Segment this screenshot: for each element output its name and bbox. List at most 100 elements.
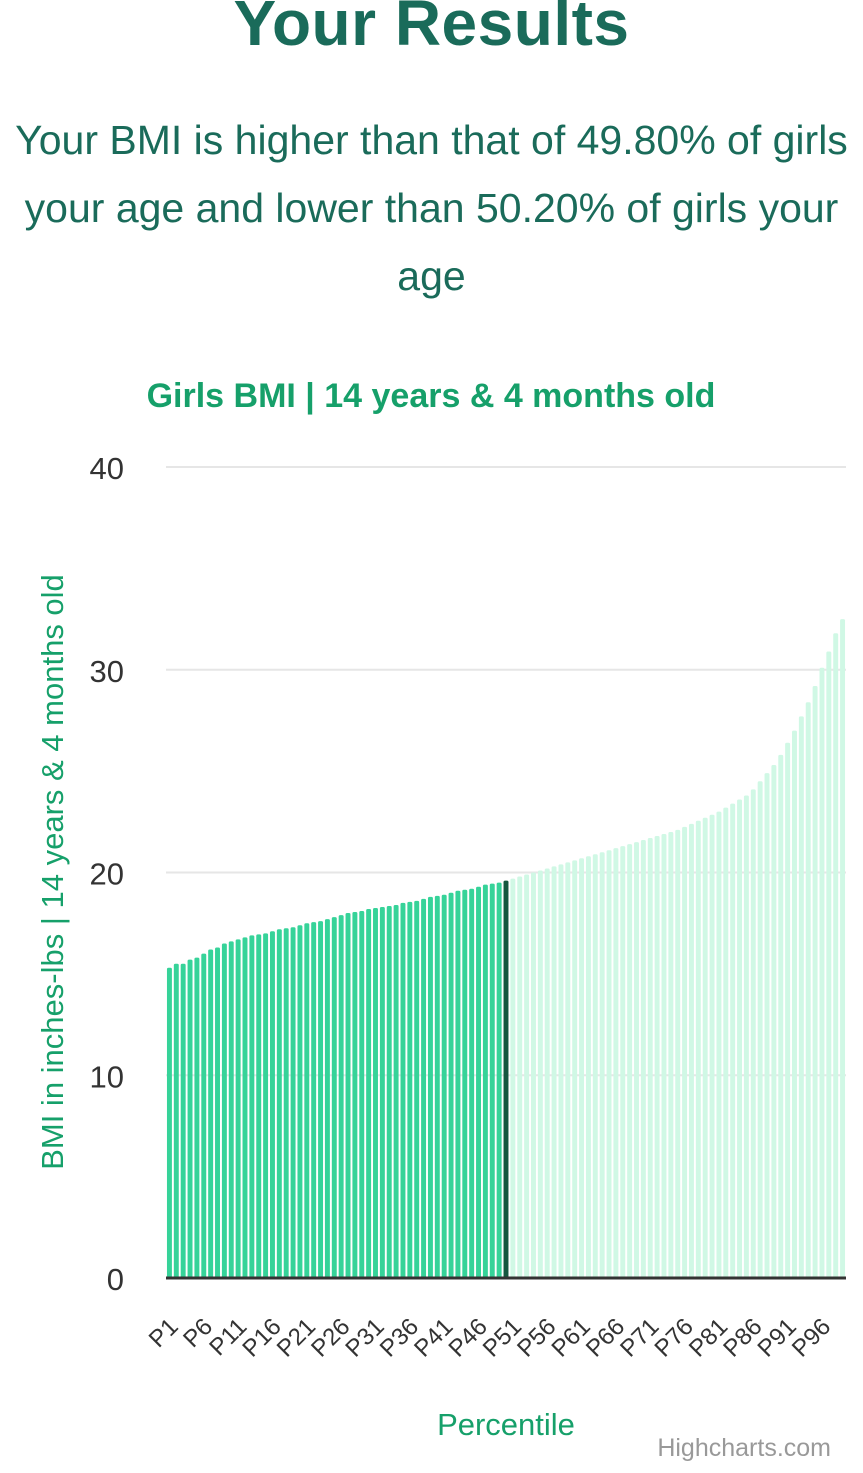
bar-p25[interactable] bbox=[331, 917, 337, 1278]
bar-p98[interactable] bbox=[833, 633, 839, 1278]
bar-p15[interactable] bbox=[263, 933, 269, 1278]
bar-p24[interactable] bbox=[324, 919, 330, 1278]
bar-p5[interactable] bbox=[194, 957, 200, 1278]
bar-p32[interactable] bbox=[379, 906, 385, 1278]
bar-p13[interactable] bbox=[249, 935, 255, 1278]
bar-p71[interactable] bbox=[647, 838, 653, 1278]
bar-p59[interactable] bbox=[565, 862, 571, 1278]
highcharts-credit[interactable]: Highcharts.com bbox=[657, 1434, 831, 1462]
bar-p3[interactable] bbox=[180, 963, 186, 1278]
bar-p60[interactable] bbox=[572, 860, 578, 1278]
bar-p44[interactable] bbox=[462, 889, 468, 1278]
bar-p99[interactable] bbox=[840, 619, 846, 1278]
bar-p90[interactable] bbox=[778, 754, 784, 1278]
bar-p29[interactable] bbox=[359, 911, 365, 1278]
bar-p16[interactable] bbox=[269, 931, 275, 1278]
bar-p6[interactable] bbox=[201, 953, 207, 1278]
bar-p79[interactable] bbox=[702, 817, 708, 1278]
bar-p21[interactable] bbox=[304, 923, 310, 1278]
bar-p51[interactable] bbox=[510, 878, 516, 1278]
bar-p63[interactable] bbox=[592, 854, 598, 1278]
bar-p9[interactable] bbox=[221, 943, 227, 1278]
bar-p65[interactable] bbox=[606, 850, 612, 1278]
bar-p77[interactable] bbox=[688, 823, 694, 1278]
bar-p82[interactable] bbox=[723, 807, 729, 1278]
bar-p18[interactable] bbox=[283, 928, 289, 1278]
bar-p42[interactable] bbox=[448, 892, 454, 1278]
bar-p58[interactable] bbox=[558, 864, 564, 1278]
bar-p49[interactable] bbox=[496, 882, 502, 1278]
bar-p96[interactable] bbox=[819, 667, 825, 1278]
bar-p55[interactable] bbox=[537, 870, 543, 1278]
bar-p23[interactable] bbox=[318, 921, 324, 1278]
bar-p37[interactable] bbox=[414, 900, 420, 1278]
bar-p7[interactable] bbox=[208, 949, 214, 1278]
bar-p39[interactable] bbox=[427, 896, 433, 1278]
bar-p97[interactable] bbox=[826, 651, 832, 1278]
bar-p50[interactable] bbox=[503, 880, 509, 1278]
bar-p89[interactable] bbox=[771, 765, 777, 1278]
bar-p70[interactable] bbox=[640, 840, 646, 1278]
bar-p14[interactable] bbox=[256, 934, 262, 1278]
bar-p81[interactable] bbox=[716, 811, 722, 1278]
bar-p95[interactable] bbox=[812, 685, 818, 1278]
bar-p35[interactable] bbox=[400, 902, 406, 1278]
bar-p40[interactable] bbox=[434, 895, 440, 1278]
bar-p1[interactable] bbox=[166, 967, 172, 1278]
bar-p48[interactable] bbox=[489, 883, 495, 1278]
bar-p75[interactable] bbox=[675, 829, 681, 1278]
bar-p8[interactable] bbox=[215, 947, 220, 1278]
bar-p68[interactable] bbox=[627, 844, 633, 1278]
bar-p46[interactable] bbox=[476, 886, 481, 1278]
bar-p28[interactable] bbox=[352, 912, 358, 1278]
bar-p10[interactable] bbox=[228, 941, 234, 1278]
bar-p80[interactable] bbox=[709, 814, 715, 1278]
bar-p19[interactable] bbox=[290, 927, 296, 1278]
bar-p88[interactable] bbox=[764, 773, 770, 1278]
bar-p62[interactable] bbox=[585, 856, 591, 1278]
bar-p93[interactable] bbox=[798, 716, 804, 1278]
bar-p67[interactable] bbox=[620, 846, 626, 1278]
bar-p17[interactable] bbox=[276, 929, 282, 1278]
bar-p85[interactable] bbox=[743, 795, 749, 1278]
bar-p11[interactable] bbox=[235, 939, 241, 1278]
bar-p47[interactable] bbox=[482, 884, 488, 1278]
bar-p53[interactable] bbox=[524, 874, 530, 1278]
bar-p64[interactable] bbox=[599, 852, 605, 1278]
bar-p86[interactable] bbox=[750, 789, 756, 1278]
bar-p91[interactable] bbox=[785, 742, 791, 1278]
bar-p83[interactable] bbox=[730, 803, 736, 1278]
bar-p20[interactable] bbox=[297, 925, 303, 1278]
bar-p26[interactable] bbox=[338, 915, 344, 1278]
bar-p30[interactable] bbox=[366, 908, 372, 1278]
bar-p66[interactable] bbox=[613, 848, 619, 1278]
bar-p27[interactable] bbox=[345, 913, 351, 1278]
bar-p76[interactable] bbox=[682, 826, 688, 1278]
bar-p41[interactable] bbox=[441, 894, 447, 1278]
bar-p31[interactable] bbox=[373, 907, 378, 1278]
bar-p43[interactable] bbox=[455, 890, 461, 1278]
bar-p38[interactable] bbox=[421, 898, 427, 1278]
bar-p12[interactable] bbox=[242, 937, 248, 1278]
bar-p73[interactable] bbox=[661, 833, 667, 1278]
bar-p36[interactable] bbox=[407, 901, 413, 1278]
bar-p52[interactable] bbox=[517, 876, 523, 1278]
bar-p54[interactable] bbox=[531, 872, 536, 1279]
bar-p92[interactable] bbox=[792, 730, 797, 1278]
bar-p57[interactable] bbox=[551, 866, 557, 1278]
bar-p61[interactable] bbox=[579, 858, 585, 1278]
bar-p45[interactable] bbox=[469, 888, 475, 1278]
bar-p22[interactable] bbox=[311, 922, 317, 1278]
bar-p78[interactable] bbox=[695, 820, 701, 1278]
bar-p87[interactable] bbox=[757, 781, 763, 1278]
bar-p94[interactable] bbox=[805, 702, 811, 1278]
bar-p84[interactable] bbox=[737, 799, 743, 1278]
bar-p2[interactable] bbox=[173, 963, 179, 1278]
bar-p74[interactable] bbox=[668, 831, 674, 1278]
bar-p33[interactable] bbox=[386, 905, 392, 1278]
bar-p56[interactable] bbox=[544, 868, 550, 1278]
bar-p4[interactable] bbox=[187, 959, 193, 1278]
bar-p72[interactable] bbox=[654, 836, 660, 1278]
bar-p69[interactable] bbox=[634, 842, 639, 1278]
bar-p34[interactable] bbox=[393, 904, 399, 1278]
